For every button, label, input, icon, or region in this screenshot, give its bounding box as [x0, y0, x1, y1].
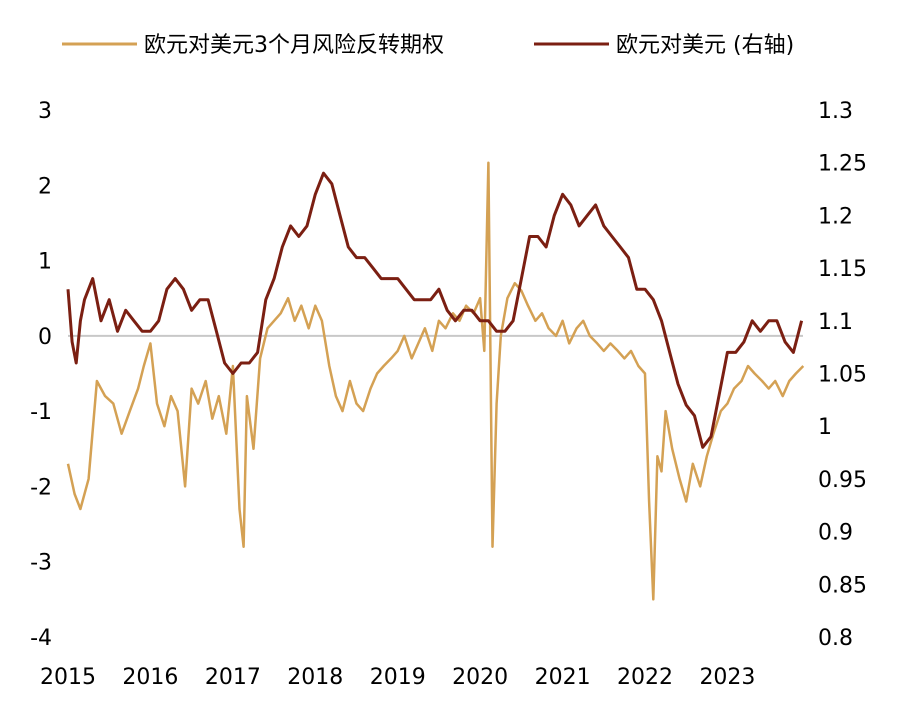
series-line-risk-reversal: [66, 161, 805, 601]
legend: 欧元对美元3个月风险反转期权 欧元对美元 (右轴): [62, 33, 794, 58]
x-tick-label: 2016: [122, 665, 178, 690]
legend-label-risk-reversal: 欧元对美元3个月风险反转期权: [144, 33, 444, 58]
y-right-tick-label: 1.1: [818, 310, 853, 335]
x-tick-label: 2015: [40, 665, 96, 690]
series-layer: [66, 161, 805, 601]
y-axis-left: 3 2 1 0 -1 -2 -3 -4: [30, 99, 52, 651]
y-right-tick-label: 1.3: [818, 99, 853, 124]
y-right-tick-label: 1.2: [818, 204, 853, 229]
x-tick-label: 2022: [617, 665, 673, 690]
y-right-tick-label: 1.15: [818, 257, 867, 282]
x-axis: 2015 2016 2017 2018 2019 2020 2021 2022 2023: [40, 665, 755, 690]
y-left-tick-label: -4: [30, 626, 52, 651]
y-left-tick-label: 1: [38, 250, 52, 275]
y-right-tick-label: 0.8: [818, 626, 853, 651]
y-right-tick-label: 1: [818, 415, 832, 440]
x-tick-label: 2023: [699, 665, 755, 690]
x-tick-label: 2017: [205, 665, 261, 690]
x-tick-label: 2021: [535, 665, 591, 690]
y-left-tick-label: -3: [30, 551, 52, 576]
y-right-tick-label: 1.05: [818, 363, 867, 388]
y-axis-right: 1.3 1.25 1.2 1.15 1.1 1.05 1 0.95 0.9 0.85 0.8: [818, 99, 867, 651]
x-tick-label: 2020: [452, 665, 508, 690]
x-tick-label: 2018: [287, 665, 343, 690]
y-left-tick-label: 3: [38, 99, 52, 124]
legend-label-eurusd: 欧元对美元 (右轴): [616, 33, 794, 58]
y-right-tick-label: 0.95: [818, 468, 867, 493]
series-line-eurusd: [66, 171, 804, 449]
y-right-tick-label: 1.25: [818, 152, 867, 177]
y-right-tick-label: 0.85: [818, 573, 867, 598]
x-tick-label: 2019: [370, 665, 426, 690]
y-left-tick-label: 2: [38, 174, 52, 199]
y-left-tick-label: -1: [30, 400, 52, 425]
y-left-tick-label: -2: [30, 475, 52, 500]
y-right-tick-label: 0.9: [818, 521, 853, 546]
y-left-tick-label: 0: [38, 325, 52, 350]
